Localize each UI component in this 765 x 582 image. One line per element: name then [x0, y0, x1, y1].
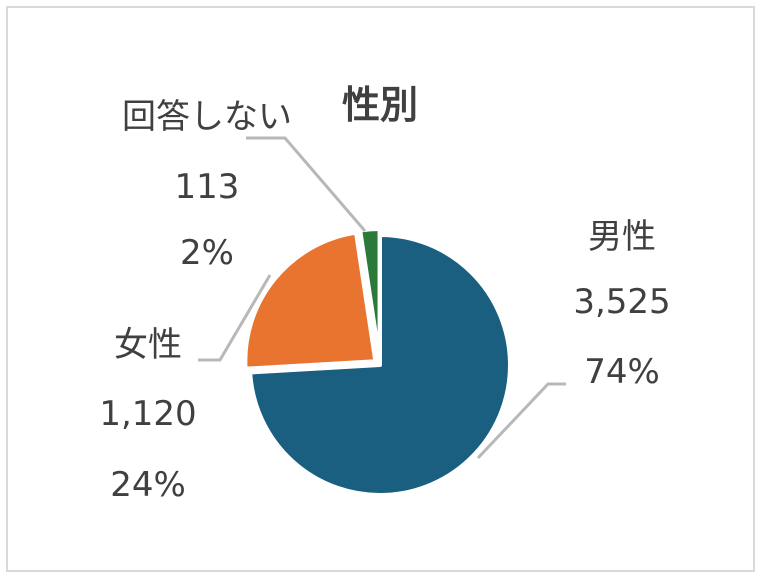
slice-female: [243, 230, 378, 371]
male-value-label: 3,525: [573, 282, 670, 322]
leader-lines: [198, 136, 566, 460]
no-answer-value-label: 113: [175, 167, 240, 207]
female-percent-label: 24%: [110, 465, 186, 505]
female-value-label: 1,120: [99, 394, 196, 434]
slice-male: [248, 233, 512, 497]
female-name-label: 女性: [114, 325, 182, 365]
male-percent-label: 74%: [584, 352, 660, 392]
no-answer-labels: 回答しない 113 2%: [122, 97, 292, 273]
leader-line-male: [476, 382, 566, 460]
no-answer-name-label: 回答しない: [122, 97, 292, 137]
male-labels: 男性 3,525 74%: [573, 217, 670, 392]
leader-line-no-answer: [246, 136, 367, 232]
slice-no-answer: [358, 227, 382, 362]
leader-line-female: [198, 274, 272, 362]
no-answer-percent-label: 2%: [180, 233, 234, 273]
female-labels: 女性 1,120 24%: [99, 325, 196, 505]
slices-group: [243, 227, 512, 497]
male-name-label: 男性: [588, 217, 656, 257]
chart-title: 性別: [342, 83, 418, 127]
